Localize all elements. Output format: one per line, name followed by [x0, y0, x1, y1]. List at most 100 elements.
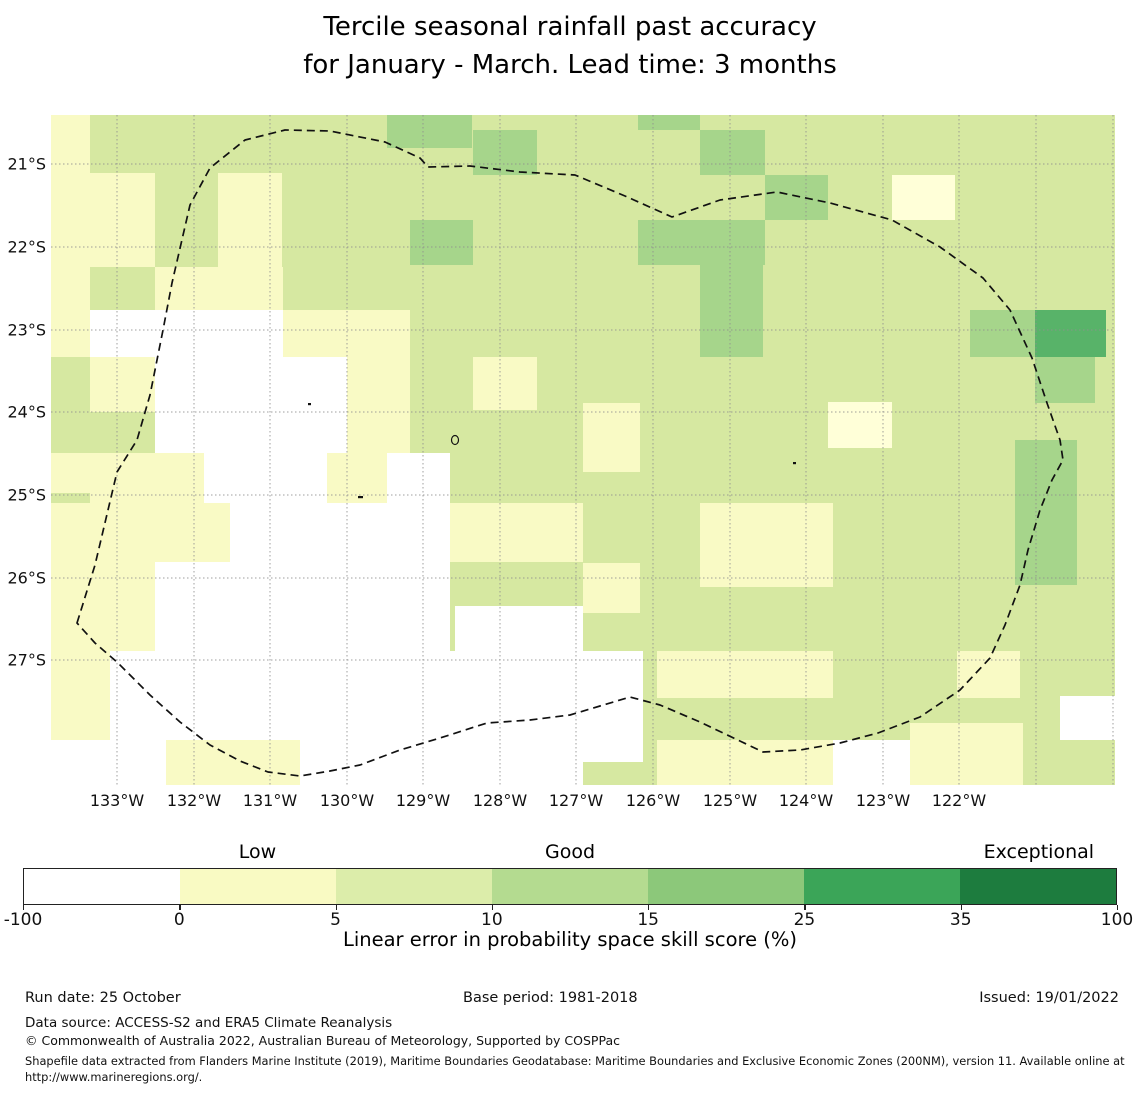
- colorbar-tick-label: 10: [481, 910, 503, 930]
- colorbar-axis-label: Linear error in probability space skill …: [342, 928, 798, 951]
- heatmap-cell: [155, 267, 283, 310]
- heatmap-cell: [90, 357, 155, 412]
- heatmap-cell: [155, 562, 450, 651]
- map-plot-area: [51, 115, 1115, 785]
- colorbar-segment-0-5: [180, 869, 336, 904]
- lat-tick-label: 22°S: [7, 237, 46, 257]
- heatmap-cell: [583, 403, 640, 472]
- heatmap-cell: [828, 402, 892, 448]
- heatmap-cell: [638, 220, 765, 265]
- heatmap-cell: [700, 130, 765, 175]
- footer-copyright: © Commonwealth of Australia 2022, Austra…: [25, 1033, 620, 1048]
- heatmap-cell: [910, 723, 1023, 785]
- lat-tick-label: 21°S: [7, 154, 46, 174]
- footer-data-source: Data source: ACCESS-S2 and ERA5 Climate …: [25, 1015, 393, 1031]
- heatmap-cell: [283, 310, 410, 357]
- heatmap-cell: [51, 562, 155, 651]
- footer-base-period: Base period: 1981-2018: [463, 990, 638, 1006]
- heatmap-cell: [51, 740, 166, 785]
- heatmap-cell: [638, 115, 700, 130]
- colorbar-segment-35-100: [960, 869, 1116, 904]
- heatmap-cell: [892, 175, 955, 220]
- heatmap-cell: [657, 651, 833, 698]
- colorbar-tick-label: 35: [949, 910, 972, 930]
- colorbar-tick: [179, 905, 181, 910]
- chart-title: Tercile seasonal rainfall past accuracy …: [0, 8, 1140, 84]
- lon-tick-label: 125°W: [702, 791, 758, 810]
- colorbar-tick: [1117, 905, 1119, 910]
- colorbar-tick-label: 15: [637, 910, 659, 930]
- heatmap-cell: [700, 265, 763, 357]
- colorbar-segment--100-0: [24, 869, 180, 904]
- colorbar-tick: [960, 905, 962, 910]
- lon-tick-label: 129°W: [395, 791, 451, 810]
- heatmap-cell: [51, 173, 90, 357]
- colorbar-segment-10-15: [492, 869, 648, 904]
- colorbar-category-good: Good: [544, 841, 596, 863]
- lon-tick-label: 126°W: [625, 791, 681, 810]
- heatmap-cell: [347, 357, 410, 453]
- heatmap-cell: [410, 220, 473, 265]
- heatmap-cell: [51, 115, 90, 173]
- colorbar-tick-label: 5: [330, 910, 341, 930]
- heatmap-cell: [455, 606, 583, 740]
- lon-tick-label: 127°W: [548, 791, 604, 810]
- colorbar-tick: [804, 905, 806, 910]
- heatmap-cell: [1060, 696, 1115, 740]
- lat-tick-label: 27°S: [7, 650, 46, 670]
- heatmap-cell: [473, 357, 537, 410]
- lon-tick-label: 132°W: [166, 791, 222, 810]
- lon-tick-label: 133°W: [89, 791, 145, 810]
- heatmap-cell: [327, 453, 387, 503]
- heatmap-cell: [970, 310, 1035, 357]
- lon-tick-label: 130°W: [319, 791, 375, 810]
- heatmap-cell: [166, 740, 300, 785]
- heatmap-cell: [450, 503, 583, 562]
- colorbar-segment-25-35: [804, 869, 960, 904]
- lat-tick-label: 26°S: [7, 568, 46, 588]
- footer-issued-date: Issued: 19/01/2022: [979, 990, 1119, 1006]
- colorbar-tick: [23, 905, 25, 910]
- heatmap-cell: [110, 651, 204, 740]
- heatmap-cell: [51, 453, 90, 493]
- lon-tick-label: 123°W: [855, 791, 911, 810]
- heatmap-cell: [583, 651, 643, 762]
- colorbar-segment-15-25: [648, 869, 804, 904]
- island-mark: [358, 496, 363, 499]
- lat-tick-label: 24°S: [7, 402, 46, 422]
- lon-tick-label: 122°W: [931, 791, 987, 810]
- heatmap-cell: [1035, 310, 1106, 357]
- colorbar-tick-label: 0: [173, 910, 185, 930]
- heatmap-cell: [765, 175, 828, 220]
- colorbar: [23, 868, 1117, 905]
- heatmap-cell: [657, 740, 833, 785]
- lon-tick-label: 124°W: [778, 791, 834, 810]
- lat-tick-label: 25°S: [7, 485, 46, 505]
- heatmap-cell: [204, 651, 455, 740]
- colorbar-tick: [491, 905, 494, 910]
- heatmap-cell: [700, 503, 833, 587]
- lon-tick-label: 128°W: [472, 791, 528, 810]
- colorbar-tick-label: -100: [3, 910, 43, 930]
- heatmap-cell: [230, 503, 450, 562]
- lat-tick-label: 23°S: [7, 320, 46, 340]
- heatmap-cell: [90, 310, 283, 357]
- grid-overlay: [51, 115, 1115, 785]
- colorbar-category-low: Low: [238, 841, 277, 863]
- colorbar-tick: [335, 905, 337, 910]
- map-overlay: [51, 115, 1115, 785]
- colorbar-category-exceptional: Exceptional: [983, 841, 1095, 863]
- lon-tick-label: 131°W: [242, 791, 298, 810]
- island-mark: [450, 434, 460, 446]
- heatmap-cell: [155, 357, 347, 453]
- footer-run-date: Run date: 25 October: [25, 990, 181, 1006]
- heatmap-cell: [387, 115, 472, 148]
- colorbar-tick-label: 25: [793, 910, 816, 930]
- heatmap-cell: [833, 740, 910, 785]
- colorbar-tick-label: 100: [1100, 910, 1134, 930]
- island-mark: [308, 403, 311, 406]
- heatmap-cell: [90, 173, 155, 267]
- heatmap-cell: [583, 563, 640, 613]
- colorbar-segment-5-10: [336, 869, 492, 904]
